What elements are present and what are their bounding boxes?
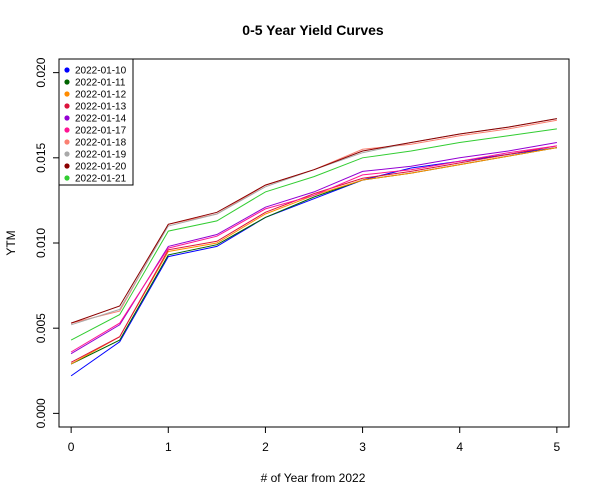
legend-marker [64, 151, 70, 157]
legend: 2022-01-102022-01-112022-01-122022-01-13… [58, 58, 134, 186]
legend-label: 2022-01-18 [75, 138, 127, 149]
series-line-2022-01-17 [70, 145, 557, 353]
y-axis-title: YTM [4, 230, 18, 255]
series-line-2022-01-11 [70, 147, 557, 365]
y-tick-label: 0.015 [34, 142, 48, 172]
legend-label: 2022-01-11 [75, 78, 126, 89]
legend-label: 2022-01-21 [75, 174, 127, 185]
legend-marker [64, 139, 70, 145]
series-line-2022-01-12 [70, 147, 557, 365]
x-axis: 0 1 2 3 4 5 [68, 427, 561, 454]
legend-label: 2022-01-10 [75, 66, 127, 77]
legend-label: 2022-01-14 [75, 114, 127, 125]
legend-label: 2022-01-17 [75, 126, 127, 137]
series-line-2022-01-21 [70, 128, 557, 341]
legend-marker [64, 163, 70, 169]
series-line-2022-01-14 [70, 142, 557, 355]
legend-marker [64, 103, 70, 109]
y-axis: 0.000 0.005 0.010 0.015 0.020 [34, 57, 59, 428]
legend-label: 2022-01-12 [75, 90, 127, 101]
x-axis-title: # of Year from 2022 [261, 471, 366, 485]
legend-marker [64, 79, 70, 85]
legend-label: 2022-01-19 [75, 150, 127, 161]
legend-marker [64, 127, 70, 133]
x-tick-label: 4 [456, 440, 463, 454]
y-tick-label: 0.000 [34, 398, 48, 428]
x-tick-label: 1 [165, 440, 172, 454]
series-lines [70, 118, 557, 377]
y-tick-label: 0.020 [34, 57, 48, 87]
legend-box [58, 58, 134, 186]
legend-marker [64, 91, 70, 97]
x-tick-label: 2 [262, 440, 269, 454]
chart-title: 0-5 Year Yield Curves [242, 22, 384, 38]
series-line-2022-01-20 [70, 118, 557, 324]
legend-marker [64, 175, 70, 181]
y-tick-label: 0.010 [34, 228, 48, 258]
series-line-2022-01-13 [70, 145, 557, 363]
plot-frame [58, 58, 570, 428]
legend-marker [64, 115, 70, 121]
x-tick-label: 3 [359, 440, 366, 454]
legend-marker [64, 67, 70, 73]
legend-label: 2022-01-20 [75, 162, 127, 173]
series-line-2022-01-10 [70, 147, 557, 377]
x-tick-label: 5 [554, 440, 561, 454]
legend-label: 2022-01-13 [75, 102, 127, 113]
y-tick-label: 0.005 [34, 313, 48, 343]
x-tick-label: 0 [68, 440, 75, 454]
